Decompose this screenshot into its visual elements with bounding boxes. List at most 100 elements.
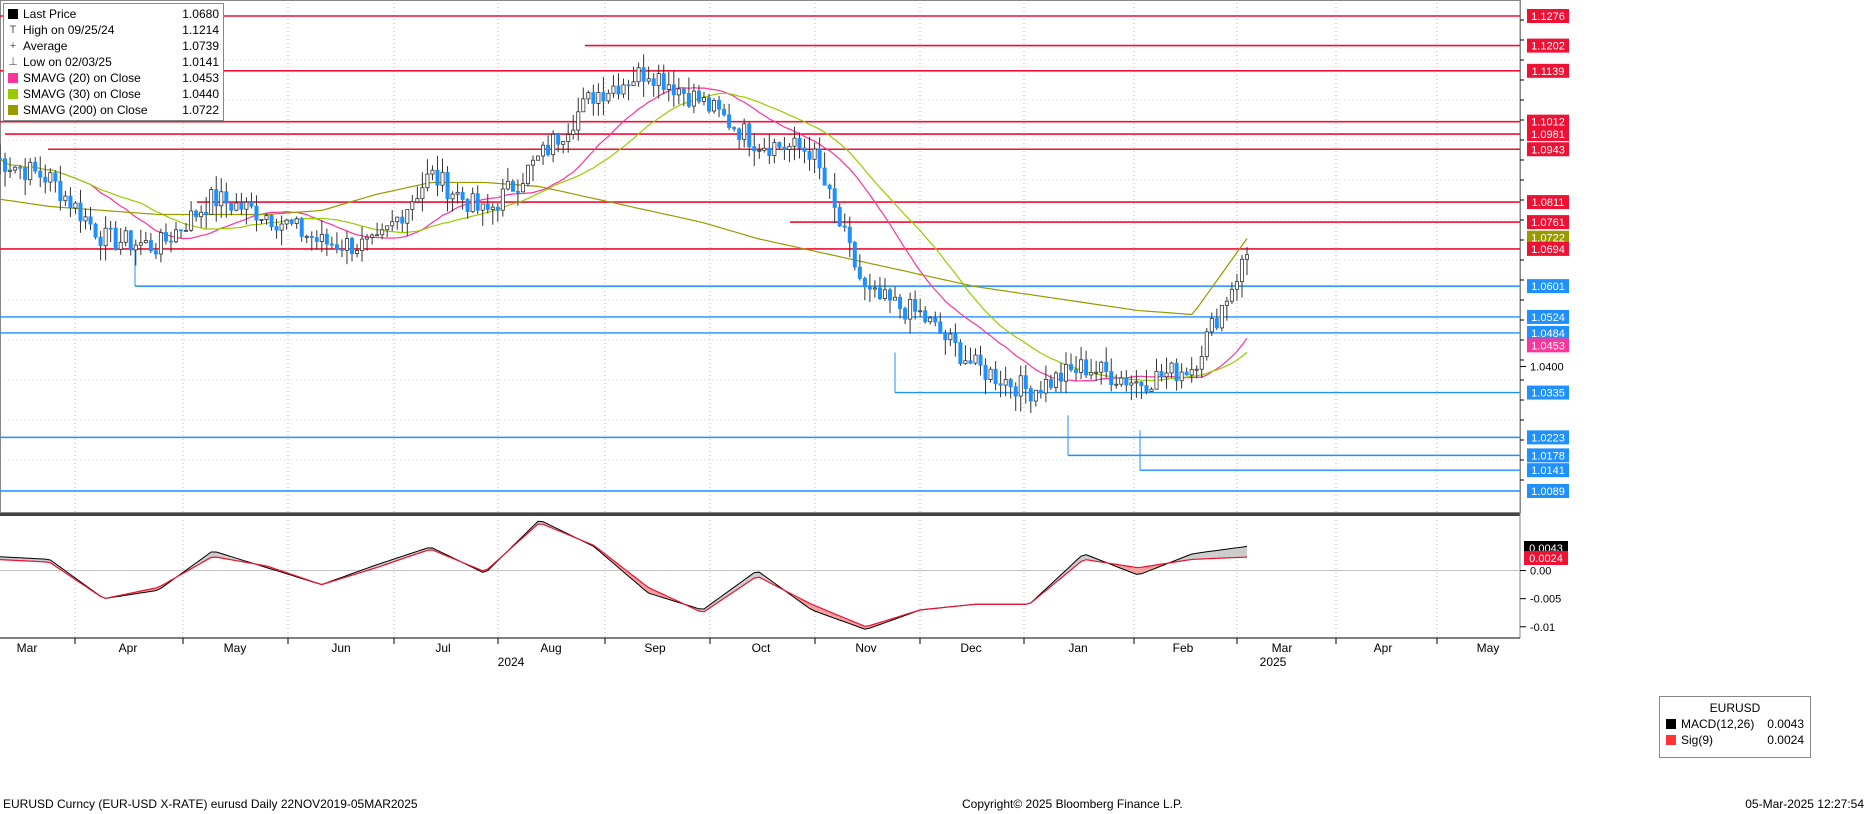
- candle-body: [158, 232, 163, 255]
- macd-fill: [724, 590, 730, 599]
- candle-body: [344, 238, 349, 251]
- candle-body: [450, 193, 455, 200]
- candle-body: [1194, 368, 1199, 371]
- macd-fill: [703, 605, 709, 612]
- macd-legend-item: MACD(12,26) 0.0043: [1666, 716, 1804, 732]
- candle-body: [747, 123, 752, 148]
- legend-value: 1.0739: [182, 39, 219, 53]
- candle-body: [837, 207, 842, 227]
- price-tag: [1527, 325, 1569, 340]
- macd-fill: [1201, 551, 1207, 559]
- candle-body: [405, 208, 410, 224]
- sma200-line: [0, 181, 1248, 316]
- time-axis: Mar Apr May Jun Jul Aug Sep Oct Nov Dec Jan Feb Mar A…: [17, 638, 1499, 669]
- candle-body: [334, 244, 339, 250]
- candle-body: [113, 227, 118, 250]
- candle-body: [616, 85, 621, 95]
- candle-body: [1003, 379, 1008, 386]
- month-label: Mar: [1272, 641, 1293, 655]
- macd-fill: [643, 583, 649, 594]
- macd-fill: [1241, 546, 1247, 558]
- candle-body: [842, 225, 847, 228]
- candle-body: [279, 223, 284, 231]
- macd-fill: [196, 559, 202, 566]
- candle-body: [520, 183, 525, 193]
- candle-body: [993, 368, 998, 385]
- candle-body: [1013, 386, 1018, 397]
- legend-swatch: [8, 89, 18, 99]
- macd-fill: [1226, 548, 1232, 558]
- month-label: Apr: [1374, 641, 1393, 655]
- macd-fill: [1071, 560, 1077, 570]
- legend-swatch: [1666, 735, 1676, 745]
- candle-body: [913, 298, 918, 312]
- candle-body: [1184, 371, 1189, 376]
- price-tag-label: 1.0694: [1531, 244, 1565, 256]
- price-tag: [1527, 448, 1569, 463]
- footer-security: EURUSD Curncy (EUR-USD X-RATE) eurusd Da…: [3, 797, 418, 811]
- candle-body: [1104, 361, 1109, 372]
- legend-value: 1.1214: [182, 23, 219, 37]
- legend-swatch: [8, 9, 18, 19]
- candle-body: [515, 190, 520, 193]
- candle-body: [1038, 389, 1043, 394]
- price-tag: [1527, 230, 1569, 245]
- macd-fill: [628, 572, 634, 581]
- candle-body: [918, 310, 923, 313]
- candle-body: [541, 144, 546, 157]
- candle-body: [360, 238, 365, 252]
- price-tag-label: 1.0484: [1531, 328, 1565, 340]
- candle-body: [229, 202, 234, 211]
- candle-body: [722, 108, 727, 116]
- candle-body: [128, 230, 133, 251]
- candle-body: [596, 92, 601, 104]
- candle-body: [857, 266, 862, 279]
- legend-item-average: + Average 1.0739: [8, 38, 219, 54]
- candle-body: [390, 221, 395, 227]
- candles: [0, 54, 1250, 414]
- candle-body: [304, 235, 309, 238]
- candle-body: [425, 173, 430, 189]
- macd-fill: [708, 601, 715, 609]
- candle-body: [435, 169, 440, 186]
- candle-body: [239, 202, 244, 210]
- candle-body: [706, 97, 711, 112]
- month-label: May: [224, 641, 247, 655]
- macd-fill: [739, 579, 745, 589]
- sma20-line: [0, 87, 1248, 382]
- candle-body: [153, 250, 158, 255]
- legend-label: SMAVG (200) on Close: [23, 103, 148, 117]
- candle-body: [1139, 381, 1144, 387]
- candle-body: [224, 191, 229, 204]
- low-marker-icon: ⊥: [8, 56, 18, 68]
- candle-body: [727, 114, 732, 128]
- candle-body: [460, 191, 465, 200]
- legend-value: 1.0141: [182, 55, 219, 69]
- price-tag-label: 1.0089: [1531, 486, 1565, 498]
- candle-body: [752, 146, 757, 152]
- macd-fill: [1191, 553, 1197, 560]
- price-tag-label: 1.0981: [1531, 129, 1565, 141]
- candle-body: [953, 333, 958, 344]
- macd-fill: [1076, 556, 1082, 566]
- macd-fill: [618, 564, 624, 572]
- candle-body: [214, 189, 219, 207]
- candle-body: [83, 216, 88, 222]
- month-label: Jun: [331, 641, 350, 655]
- candle-body: [28, 161, 33, 181]
- price-levels: [0, 15, 1520, 492]
- candle-body: [1149, 388, 1154, 392]
- candle-body: [480, 203, 485, 211]
- legend-swatch: [1666, 719, 1676, 729]
- price-tag: [1527, 463, 1569, 478]
- price-tag: [1527, 430, 1569, 445]
- macd-fill: [1055, 574, 1061, 583]
- grid: [0, 0, 1521, 639]
- candle-body: [1094, 371, 1099, 374]
- macd-fill: [1136, 567, 1142, 575]
- candle-body: [1124, 377, 1129, 386]
- candle-body: [882, 289, 887, 299]
- candle-body: [1214, 318, 1219, 329]
